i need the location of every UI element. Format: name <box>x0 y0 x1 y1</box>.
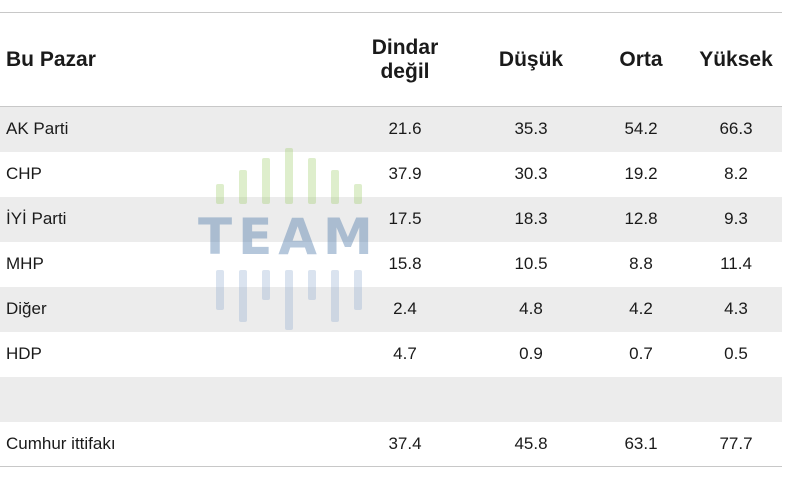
value-cell: 4.3 <box>690 286 782 332</box>
value-cell: 19.2 <box>624 164 658 183</box>
value-cell <box>340 376 470 422</box>
results-table-container: Bu Pazar Dindar değil Düşük Orta Yüksek … <box>0 12 782 467</box>
column-header-dusuk: Düşük <box>470 12 592 107</box>
party-name-cell: Diğer <box>0 286 340 332</box>
value-cell: 45.8 <box>470 421 592 467</box>
party-name-cell: Cumhur ittifakı <box>0 421 340 467</box>
table-row: MHP 15.8 10.5 8.8 11.4 <box>0 242 782 287</box>
table-row: Diğer 2.4 4.8 4.2 4.3 <box>0 286 782 332</box>
value-cell <box>690 376 782 422</box>
table-row <box>0 376 782 422</box>
table-row: HDP 4.7 0.9 0.7 0.5 <box>0 332 782 377</box>
party-name-cell: MHP <box>6 254 44 273</box>
party-name-cell: AK Parti <box>0 106 340 152</box>
value-cell: 8.8 <box>629 254 653 273</box>
value-cell: 54.2 <box>592 106 690 152</box>
table-row: CHP 37.9 30.3 19.2 8.2 <box>0 152 782 197</box>
party-name-cell: CHP <box>6 164 42 183</box>
column-header-yuksek: Yüksek <box>690 12 782 107</box>
value-cell: 4.8 <box>470 286 592 332</box>
value-cell <box>470 376 592 422</box>
value-cell: 37.4 <box>340 421 470 467</box>
table-row: İYİ Parti 17.5 18.3 12.8 9.3 <box>0 196 782 242</box>
value-cell: 10.5 <box>514 254 548 273</box>
value-cell: 4.7 <box>393 344 417 363</box>
party-name-cell: İYİ Parti <box>0 196 340 242</box>
value-cell: 63.1 <box>592 421 690 467</box>
value-cell: 37.9 <box>388 164 422 183</box>
table-header-row: Bu Pazar Dindar değil Düşük Orta Yüksek <box>0 12 782 107</box>
value-cell: 4.2 <box>592 286 690 332</box>
table-row: Cumhur ittifakı 37.4 45.8 63.1 77.7 <box>0 421 782 467</box>
results-table: Bu Pazar Dindar değil Düşük Orta Yüksek … <box>0 12 782 467</box>
value-cell: 2.4 <box>340 286 470 332</box>
value-cell: 30.3 <box>514 164 548 183</box>
value-cell: 0.9 <box>519 344 543 363</box>
party-name-cell: HDP <box>6 344 42 363</box>
value-cell: 8.2 <box>724 164 748 183</box>
value-cell <box>592 376 690 422</box>
value-cell: 12.8 <box>592 196 690 242</box>
column-header-dindar-degil: Dindar değil <box>340 12 470 107</box>
value-cell: 0.7 <box>629 344 653 363</box>
value-cell: 21.6 <box>340 106 470 152</box>
value-cell: 0.5 <box>724 344 748 363</box>
column-header-dindar-line1: Dindar <box>371 35 439 59</box>
table-body: AK Parti 21.6 35.3 54.2 66.3 CHP 37.9 30.3 19.2 8… <box>0 106 782 467</box>
value-cell: 15.8 <box>388 254 422 273</box>
value-cell: 35.3 <box>470 106 592 152</box>
column-header-dindar-line2: değil <box>380 59 430 83</box>
value-cell: 18.3 <box>470 196 592 242</box>
party-name-cell <box>0 376 340 422</box>
column-header-bu-pazar: Bu Pazar <box>0 12 340 107</box>
table-row: AK Parti 21.6 35.3 54.2 66.3 <box>0 106 782 152</box>
value-cell: 66.3 <box>690 106 782 152</box>
value-cell: 11.4 <box>720 254 752 273</box>
column-header-orta: Orta <box>592 12 690 107</box>
value-cell: 17.5 <box>340 196 470 242</box>
value-cell: 77.7 <box>690 421 782 467</box>
value-cell: 9.3 <box>690 196 782 242</box>
